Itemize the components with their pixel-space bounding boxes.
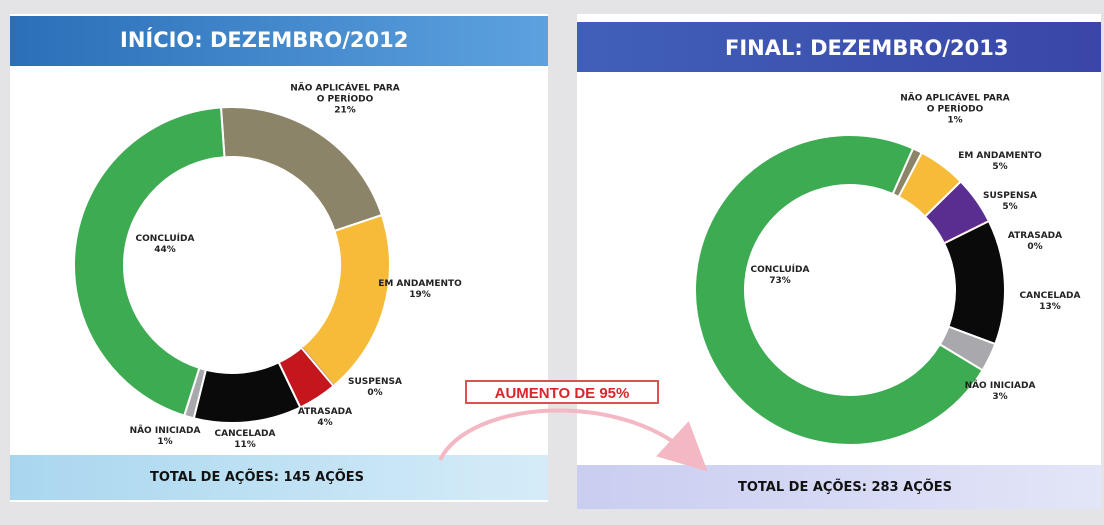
donut-slice	[73, 106, 226, 417]
category-label: ATRASADA	[1007, 231, 1063, 241]
left-footer	[10, 455, 548, 500]
slice-label: ATRASADA 4%	[265, 407, 385, 429]
category-label: CANCELADA	[214, 429, 276, 439]
right-footer	[577, 465, 1101, 509]
category-label: SUSPENSA	[983, 191, 1037, 201]
slice-label: CONCLUÍDA 73%	[720, 265, 840, 287]
slice-label: NÃO INICIADA 1%	[105, 426, 225, 448]
right-title: FINAL: DEZEMBRO/2013	[725, 36, 1009, 60]
value-label: 4%	[317, 418, 333, 428]
value-label: 1%	[157, 437, 173, 447]
left-total: TOTAL DE AÇÕES: 145 AÇÕES	[150, 470, 365, 485]
slice-label: EM ANDAMENTO 5%	[940, 151, 1060, 173]
slice-label: NÃO INICIADA 3%	[940, 381, 1060, 403]
slice-label: EM ANDAMENTO 19%	[360, 279, 480, 301]
category-label: NÃO APLICÁVEL PARA O PERÍODO	[290, 83, 400, 105]
value-label: 3%	[992, 392, 1008, 402]
category-label: CANCELADA	[1019, 291, 1081, 301]
value-label: 5%	[992, 162, 1008, 172]
left-title: INÍCIO: DEZEMBRO/2012	[120, 28, 409, 52]
category-label: NÃO INICIADA	[964, 381, 1036, 391]
left-header	[10, 16, 548, 66]
slice-label: NÃO APLICÁVEL PARA O PERÍODO 21%	[285, 84, 405, 117]
value-label: 21%	[334, 105, 356, 116]
slice-label: NÃO APLICÁVEL PARA O PERÍODO 1%	[895, 94, 1015, 127]
slice-label: SUSPENSA 5%	[950, 191, 1070, 213]
category-label: NÃO APLICÁVEL PARA O PERÍODO	[900, 93, 1010, 115]
value-label: 5%	[1002, 202, 1018, 212]
category-label: NÃO INICIADA	[129, 426, 201, 436]
slice-label: CONCLUÍDA 44%	[105, 234, 225, 256]
value-label: 1%	[947, 115, 963, 126]
slice-label: CANCELADA 13%	[990, 291, 1104, 313]
slice-label: SUSPENSA 0%	[315, 377, 435, 399]
category-label: EM ANDAMENTO	[958, 151, 1042, 161]
slice-label: ATRASADA 0%	[975, 231, 1095, 253]
value-label: 44%	[154, 245, 176, 255]
value-label: 0%	[367, 388, 383, 398]
slice-label: CANCELADA 11%	[185, 429, 305, 451]
value-label: 13%	[1039, 302, 1061, 312]
category-label: SUSPENSA	[348, 377, 402, 387]
right-total: TOTAL DE AÇÕES: 283 AÇÕES	[738, 480, 953, 495]
right-header	[577, 22, 1101, 72]
category-label: CONCLUÍDA	[135, 234, 195, 244]
annotation: AUMENTO DE 95%	[465, 380, 659, 404]
value-label: 11%	[234, 440, 256, 450]
category-label: EM ANDAMENTO	[378, 279, 462, 289]
donut-slice	[694, 134, 984, 446]
value-label: 19%	[409, 290, 431, 300]
value-label: 73%	[769, 276, 791, 286]
value-label: 0%	[1027, 242, 1043, 252]
category-label: CONCLUÍDA	[750, 265, 810, 275]
category-label: ATRASADA	[297, 407, 353, 417]
arrow	[438, 408, 708, 472]
